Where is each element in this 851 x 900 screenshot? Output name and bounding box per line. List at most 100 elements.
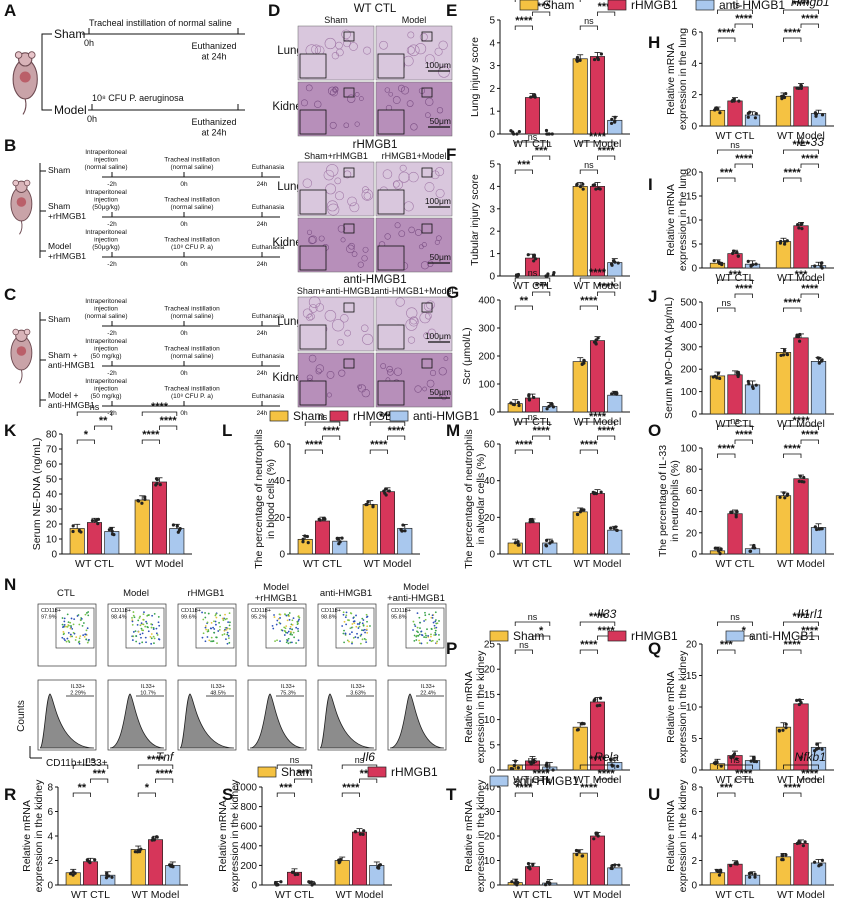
data-point xyxy=(820,113,825,117)
y-tick-label: 400 xyxy=(478,296,495,307)
significance-bracket xyxy=(514,305,533,310)
event-dot xyxy=(77,641,80,644)
event-dot xyxy=(279,617,281,619)
significance-label: *** xyxy=(535,281,549,293)
data-point xyxy=(515,132,519,136)
data-point xyxy=(110,875,114,879)
event-dot xyxy=(281,629,284,632)
event-dot xyxy=(228,641,231,644)
data-point xyxy=(361,832,365,836)
data-point xyxy=(608,757,613,761)
data-point xyxy=(598,696,603,700)
tissue-texture xyxy=(330,88,338,97)
data-point xyxy=(747,382,751,386)
bar-anti-HMGB1 xyxy=(607,262,623,277)
event-dot xyxy=(285,631,287,634)
y-tick-label: 0 xyxy=(489,550,495,561)
tissue-texture xyxy=(420,261,429,270)
event-dot xyxy=(150,642,153,645)
y-tick-label: 15 xyxy=(484,690,496,701)
y-tick-label: 6 xyxy=(47,807,53,818)
significance-label: **** xyxy=(801,283,819,295)
data-point xyxy=(71,529,75,534)
event-dot xyxy=(352,617,355,619)
data-point xyxy=(532,395,536,400)
tissue-texture xyxy=(414,385,422,393)
significance-label: ns xyxy=(528,755,538,765)
data-point xyxy=(317,517,321,522)
group-label: Sham + anti-HMGB1 xyxy=(48,350,95,370)
x-tick-label: WT CTL xyxy=(716,272,755,284)
significance-label: ns xyxy=(519,640,529,650)
event-dot xyxy=(416,634,418,637)
event-dot xyxy=(344,616,347,619)
roi-box xyxy=(421,358,433,369)
y-tick-label: 60 xyxy=(484,440,496,451)
data-point xyxy=(737,99,741,103)
event-dot xyxy=(416,626,419,629)
data-point xyxy=(612,391,616,395)
tissue-texture xyxy=(429,369,437,377)
timeline-row: Intraperitoneal injection (50 mg/kg) Trache… xyxy=(85,338,284,377)
event-dot xyxy=(341,625,344,627)
inset-box xyxy=(299,324,327,350)
data-point xyxy=(595,704,599,708)
event-dot xyxy=(427,634,430,637)
timeline-row: Intraperitoneal injection (normal saline) T… xyxy=(85,149,285,188)
event-dot xyxy=(224,618,227,621)
panel-letter-L: L xyxy=(222,421,232,440)
significance-bracket xyxy=(579,277,616,282)
data-point xyxy=(110,532,115,536)
flow-column-label: anti-HMGB1 xyxy=(320,588,372,599)
data-point xyxy=(366,500,370,504)
timeline-time: 0h xyxy=(180,370,188,377)
event-dot xyxy=(361,629,363,632)
event-dot xyxy=(213,631,215,634)
y-tick-label: 15 xyxy=(686,671,698,682)
event-dot xyxy=(71,635,73,638)
bar-Sham xyxy=(130,849,146,886)
bar-Sham xyxy=(775,95,792,127)
event-dot xyxy=(74,639,77,641)
significance-label: **** xyxy=(589,411,607,423)
data-point xyxy=(712,259,716,263)
data-point xyxy=(795,841,799,846)
event-dot xyxy=(72,631,75,634)
event-dot xyxy=(158,624,161,627)
y-tick-label: 40 xyxy=(686,507,698,518)
data-point xyxy=(717,260,721,264)
timeline-step: Intraperitoneal injection (normal saline) xyxy=(85,149,128,171)
data-point xyxy=(799,222,803,226)
tissue-texture xyxy=(324,309,337,322)
x-tick-label: WT Model xyxy=(574,138,622,150)
significance-bracket xyxy=(734,439,753,444)
tissue-texture xyxy=(380,363,387,369)
y-axis-label: Relative mRNAexpression in the kidney xyxy=(217,779,241,892)
data-point xyxy=(735,371,739,375)
event-dot xyxy=(137,630,140,633)
data-point xyxy=(71,524,75,528)
group-label: Sham +rHMGB1 xyxy=(48,201,86,221)
tissue-texture xyxy=(398,171,410,183)
tissue-texture xyxy=(346,94,356,103)
flow-column-label: CTL xyxy=(57,588,75,599)
event-dot xyxy=(80,617,83,620)
tissue-texture xyxy=(361,255,368,262)
chart-title: IL-33 xyxy=(797,135,825,149)
tissue-texture xyxy=(388,91,394,97)
data-point xyxy=(517,543,521,547)
y-tick-label: 4 xyxy=(691,59,697,70)
bar-rHMGB1 xyxy=(727,863,743,886)
legend-swatch xyxy=(489,775,509,787)
event-dot xyxy=(361,617,364,620)
roi-box xyxy=(343,223,355,234)
event-dot xyxy=(342,613,345,616)
bar-Sham xyxy=(709,109,726,127)
data-point xyxy=(77,529,82,533)
event-dot xyxy=(155,627,158,630)
event-dot xyxy=(412,620,415,623)
event-dot xyxy=(353,622,356,625)
tissue-texture xyxy=(308,296,321,308)
timeline-time: 24h xyxy=(257,221,268,228)
significance-label: * xyxy=(145,782,150,794)
